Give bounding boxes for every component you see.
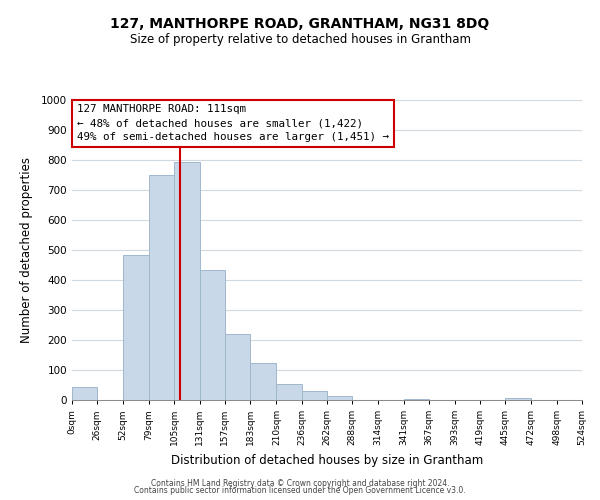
Text: Size of property relative to detached houses in Grantham: Size of property relative to detached ho… bbox=[130, 32, 470, 46]
Text: 127 MANTHORPE ROAD: 111sqm
← 48% of detached houses are smaller (1,422)
49% of s: 127 MANTHORPE ROAD: 111sqm ← 48% of deta… bbox=[77, 104, 389, 142]
Bar bbox=[250, 362, 277, 400]
Y-axis label: Number of detached properties: Number of detached properties bbox=[20, 157, 32, 343]
Bar bbox=[277, 384, 302, 400]
Bar bbox=[122, 254, 149, 400]
Bar bbox=[505, 398, 532, 400]
Text: Contains public sector information licensed under the Open Government Licence v3: Contains public sector information licen… bbox=[134, 486, 466, 495]
Bar bbox=[199, 270, 225, 400]
Bar bbox=[72, 386, 97, 400]
Bar bbox=[225, 334, 250, 400]
Bar bbox=[404, 398, 429, 400]
Text: 127, MANTHORPE ROAD, GRANTHAM, NG31 8DQ: 127, MANTHORPE ROAD, GRANTHAM, NG31 8DQ bbox=[110, 18, 490, 32]
Bar bbox=[174, 162, 200, 400]
Bar bbox=[302, 391, 327, 400]
Text: Contains HM Land Registry data © Crown copyright and database right 2024.: Contains HM Land Registry data © Crown c… bbox=[151, 478, 449, 488]
Bar bbox=[327, 396, 352, 400]
Bar bbox=[149, 175, 174, 400]
X-axis label: Distribution of detached houses by size in Grantham: Distribution of detached houses by size … bbox=[171, 454, 483, 466]
